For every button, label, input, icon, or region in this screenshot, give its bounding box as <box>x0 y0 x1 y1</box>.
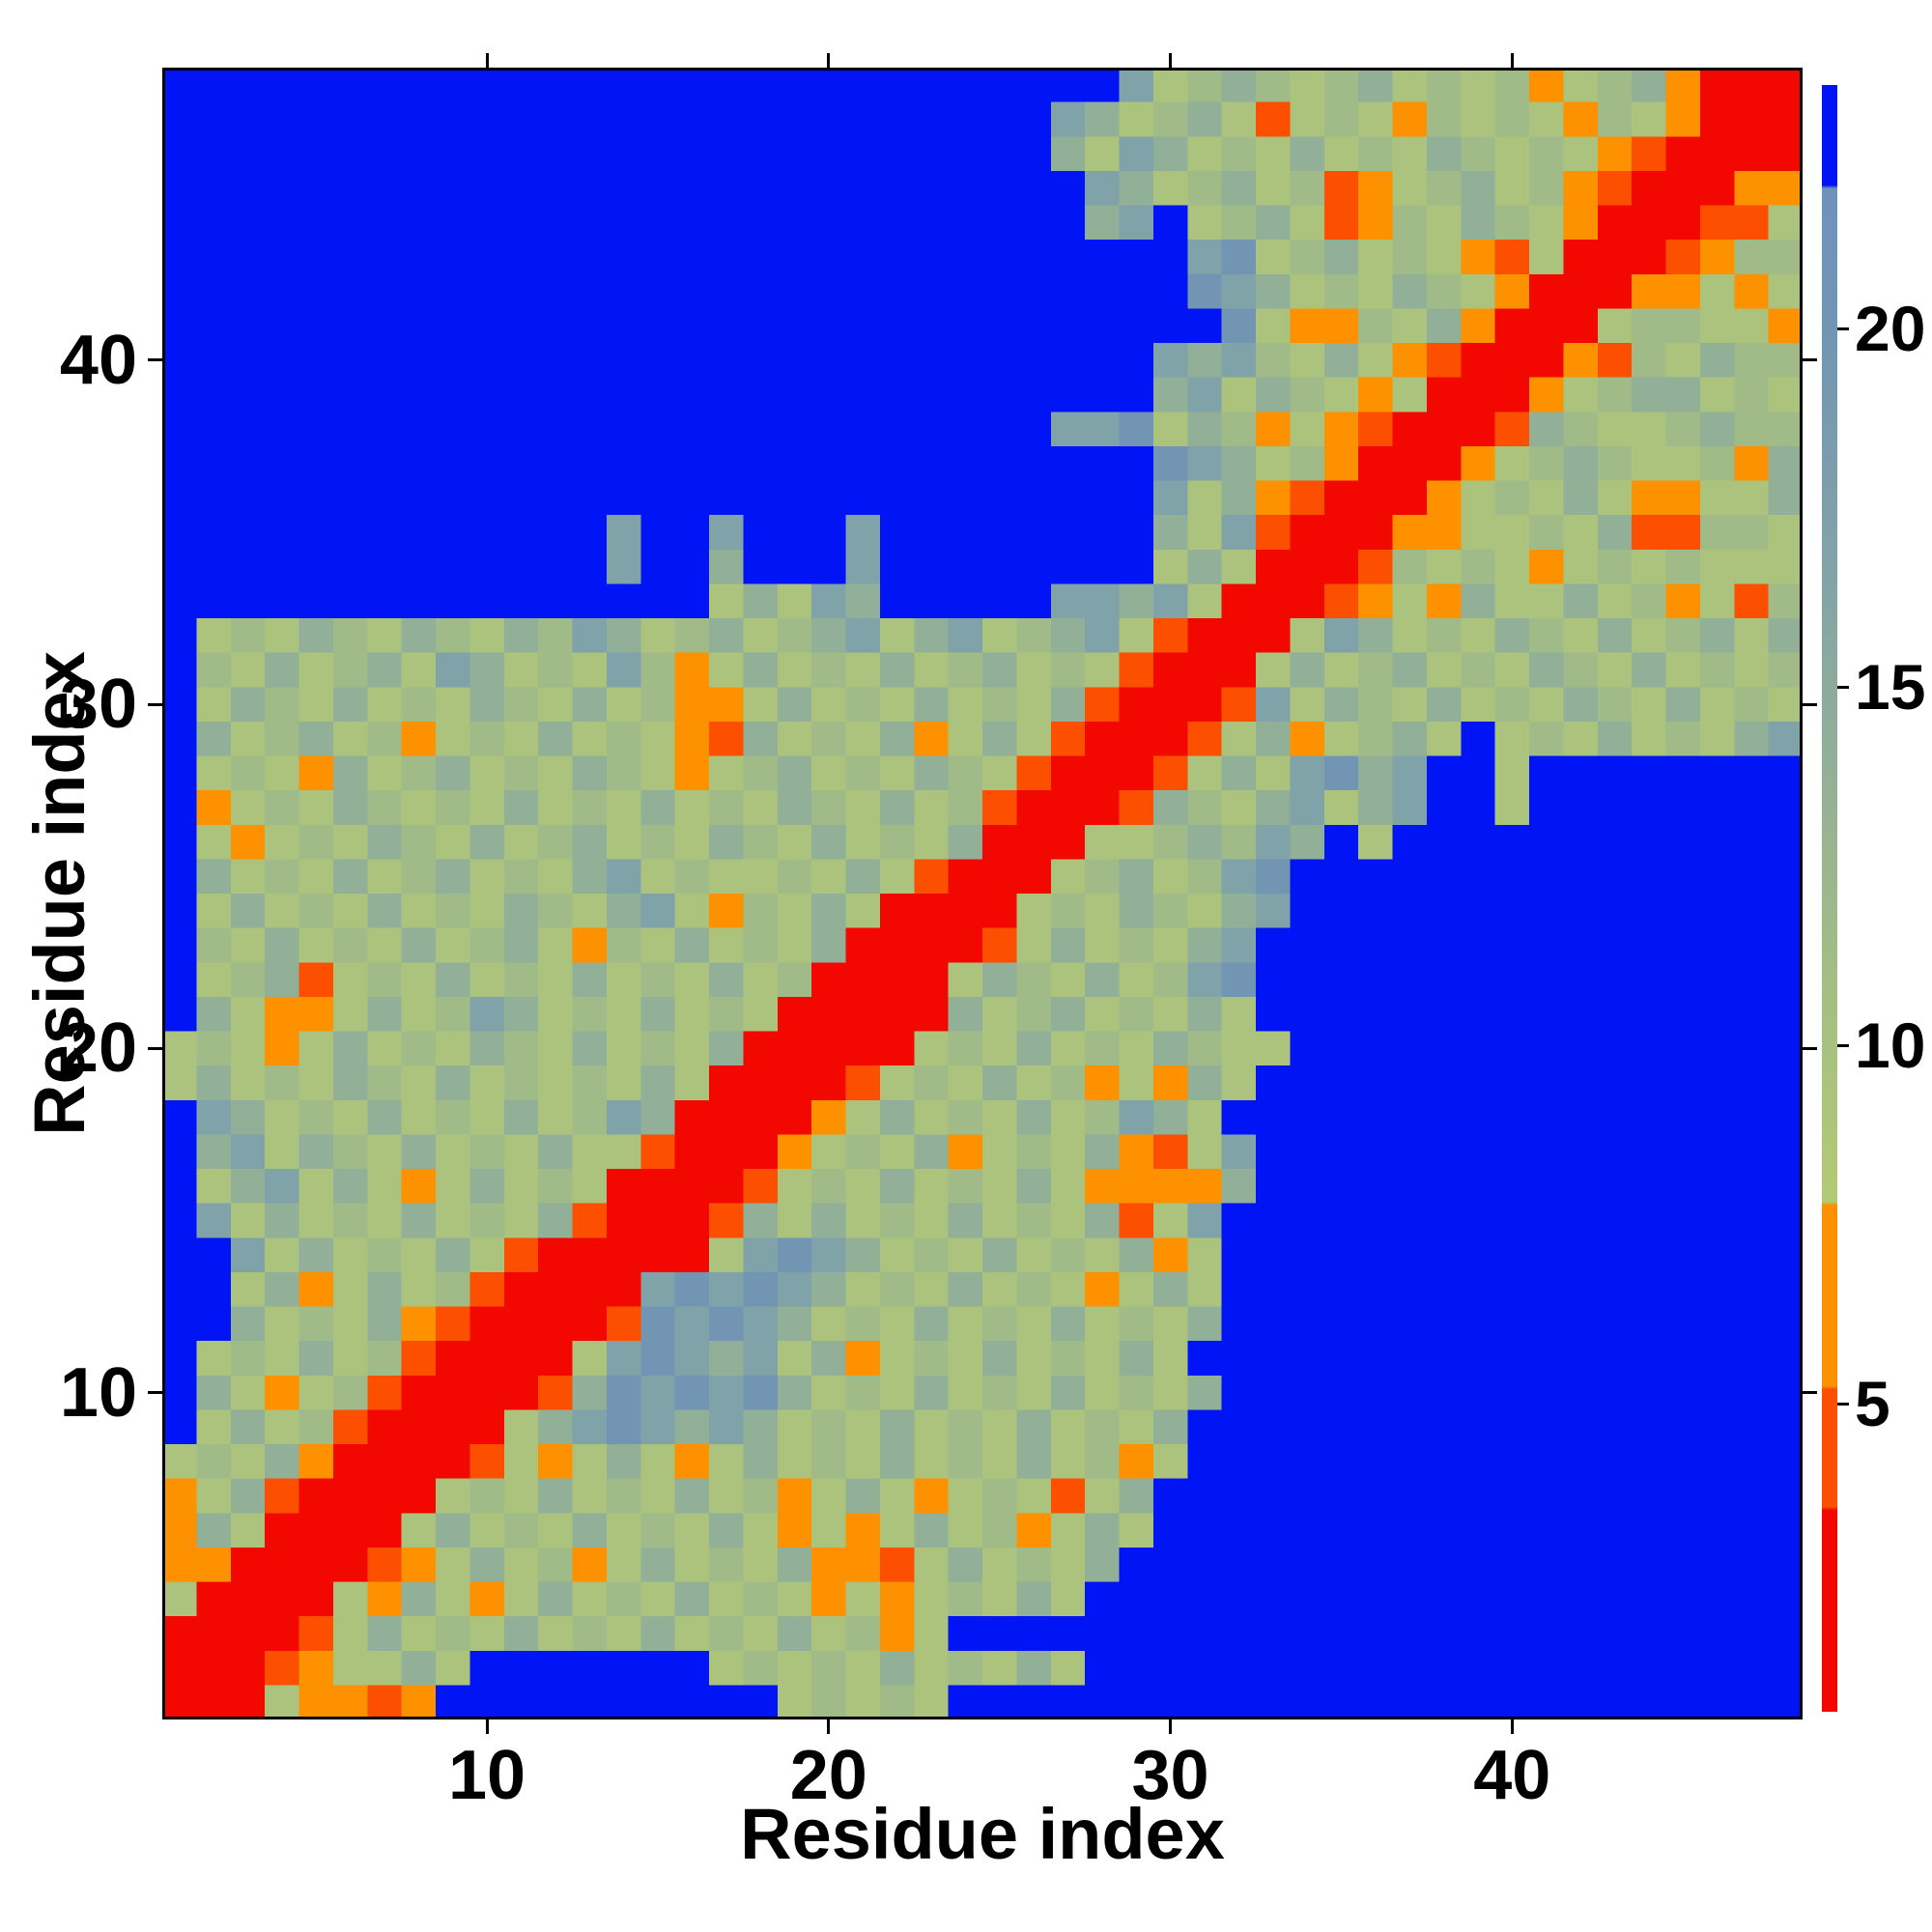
colorbar-tick-label: 15 <box>1855 651 1926 724</box>
x-tick-mark-top <box>485 53 489 68</box>
y-tick-label: 30 <box>59 666 137 744</box>
colorbar <box>1822 85 1837 1712</box>
y-tick-mark-right <box>1803 1391 1817 1395</box>
y-tick-mark <box>148 702 162 706</box>
x-tick-mark-top <box>1510 53 1514 68</box>
y-tick-mark-right <box>1803 1046 1817 1050</box>
y-tick-label: 10 <box>59 1353 137 1432</box>
x-tick-label: 30 <box>1131 1737 1209 1814</box>
x-tick-mark <box>827 1719 831 1734</box>
x-tick-label: 40 <box>1473 1737 1551 1814</box>
x-tick-mark-top <box>827 53 831 68</box>
colorbar-tick-mark <box>1837 1043 1849 1047</box>
y-tick-mark <box>148 1046 162 1050</box>
x-tick-mark <box>1510 1719 1514 1734</box>
y-tick-mark <box>148 1391 162 1395</box>
x-tick-label: 10 <box>448 1737 526 1814</box>
colorbar-tick-mark <box>1837 1402 1849 1406</box>
x-tick-mark <box>485 1719 489 1734</box>
colorbar-tick-label: 5 <box>1855 1368 1890 1439</box>
colorbar-tick-label: 20 <box>1855 293 1926 365</box>
y-tick-mark-right <box>1803 702 1817 706</box>
colorbar-tick-mark <box>1837 685 1849 689</box>
y-tick-mark <box>148 358 162 362</box>
x-tick-label: 20 <box>789 1737 867 1814</box>
plot-frame <box>162 68 1803 1719</box>
x-axis-label: Residue index <box>740 1794 1225 1874</box>
x-tick-mark <box>1169 1719 1173 1734</box>
y-tick-label: 20 <box>59 1009 137 1088</box>
y-tick-mark-right <box>1803 358 1817 362</box>
colorbar-tick-mark <box>1837 327 1849 330</box>
y-tick-label: 40 <box>59 321 137 399</box>
residue-distance-heatmap[interactable] <box>162 68 1803 1719</box>
colorbar-tick-label: 10 <box>1855 1009 1926 1082</box>
x-tick-mark-top <box>1169 53 1173 68</box>
